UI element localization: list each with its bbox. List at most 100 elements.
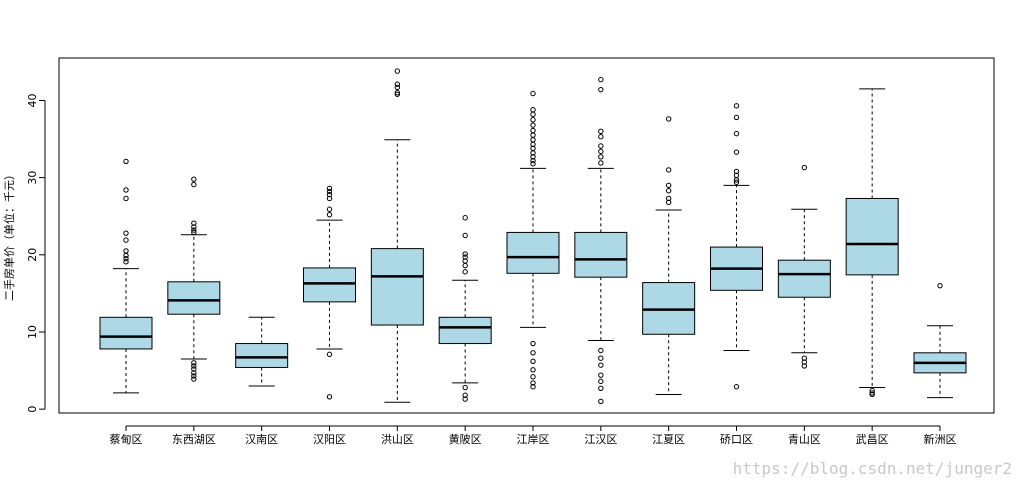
x-tick-label-5: 黄陂区 [449, 432, 482, 446]
outlier-point [326, 185, 333, 192]
outlier-point [530, 358, 536, 364]
outlier-point [462, 215, 468, 221]
outlier-point [191, 360, 197, 366]
outlier-point [598, 372, 604, 378]
outlier-point [665, 182, 672, 189]
outlier-point [191, 366, 197, 372]
box-group-10 [777, 164, 831, 369]
box-group-1 [167, 176, 221, 382]
outlier-point [801, 355, 808, 361]
outlier-point [394, 84, 401, 91]
outlier-point [123, 230, 129, 236]
box-group-9 [710, 103, 763, 390]
box-group-8 [642, 116, 696, 395]
outlier-point [326, 394, 333, 400]
outlier-point [123, 237, 129, 243]
y-tick-label-2: 20 [26, 248, 39, 262]
outlier-point [869, 391, 875, 398]
outlier-point [530, 157, 536, 164]
outlier-point [530, 141, 536, 148]
box-group-3 [303, 185, 356, 400]
box-iqr [777, 259, 831, 298]
outlier-point [598, 347, 604, 354]
x-tick-label-8: 江夏区 [652, 433, 685, 446]
outlier-point [598, 86, 604, 93]
outlier-point [733, 177, 740, 183]
outlier-point [733, 114, 740, 121]
outlier-point [123, 195, 129, 202]
outlier-point [394, 91, 401, 97]
outlier-point [937, 282, 943, 289]
x-tick-label-10: 青山区 [788, 433, 821, 446]
outlier-point [665, 167, 672, 173]
outlier-point [530, 340, 536, 347]
box-group-12 [913, 282, 967, 399]
y-axis-label: 二手房单价（单位：千元） [2, 169, 16, 301]
outlier-point [530, 154, 536, 160]
outlier-point [462, 251, 468, 257]
box-group-5 [438, 215, 492, 402]
outlier-point [462, 392, 468, 398]
box-iqr [303, 267, 356, 303]
x-tick-label-2: 汉南区 [245, 433, 278, 446]
outlier-point [123, 158, 129, 165]
outlier-point [733, 168, 740, 175]
outlier-point [530, 127, 536, 134]
x-tick-label-4: 洪山区 [381, 432, 414, 446]
outlier-point [326, 191, 333, 198]
outlier-point [123, 255, 129, 262]
outlier-point [733, 179, 740, 185]
x-tick-label-6: 江岸区 [517, 433, 550, 446]
outlier-point [123, 259, 129, 265]
outlier-point [598, 148, 604, 155]
box-iqr [506, 231, 560, 274]
outlier-point [123, 187, 129, 193]
outlier-point [326, 195, 333, 202]
outlier-point [530, 117, 536, 123]
outlier-point [665, 116, 672, 122]
outlier-point [665, 188, 672, 194]
box-group-6 [506, 90, 560, 390]
x-axis: 蔡甸区 东西湖区 汉南区 汉阳区 洪山区 黄陂区 江岸区 江汉区 江夏区 硚口区 青山区 武昌区 新洲区 [110, 425, 957, 446]
outlier-point [191, 229, 197, 236]
box-iqr [845, 197, 899, 276]
outlier-point [191, 370, 197, 376]
boxes [99, 68, 967, 405]
outlier-point [530, 367, 536, 373]
x-tick-label-11: 武昌区 [856, 433, 889, 446]
y-tick-label-4: 40 [26, 93, 39, 107]
outlier-point [394, 68, 401, 74]
outlier-point [733, 149, 740, 155]
box-iqr [370, 248, 424, 326]
outlier-point [530, 111, 536, 118]
box-group-11 [845, 88, 899, 398]
outlier-point [598, 160, 604, 166]
outlier-point [598, 385, 604, 392]
outlier-point [530, 150, 536, 156]
outlier-point [191, 227, 197, 233]
outlier-point [462, 232, 468, 239]
outlier-point [191, 224, 197, 230]
x-tick-label-9: 硚口区 [720, 433, 753, 446]
outlier-point [733, 384, 740, 390]
outlier-point [598, 128, 604, 135]
outlier-point [462, 396, 468, 402]
box-group-7 [574, 76, 628, 405]
box-group-4 [370, 68, 424, 403]
outlier-point [326, 211, 333, 218]
box-iqr [167, 281, 221, 315]
outlier-point [530, 107, 536, 113]
outlier-point [191, 373, 197, 379]
box-iqr [438, 316, 492, 345]
outlier-point [665, 195, 672, 202]
x-tick-label-7: 江汉区 [584, 433, 617, 446]
outlier-point [326, 206, 333, 212]
outlier-point [326, 188, 333, 195]
x-tick-label-1: 东西湖区 [172, 433, 216, 446]
outlier-point [191, 181, 197, 188]
y-axis: 0 10 20 30 40 [26, 93, 46, 413]
outlier-point [530, 384, 536, 390]
outlier-point [665, 199, 672, 206]
outlier-point [191, 376, 197, 382]
box-iqr [574, 231, 628, 278]
